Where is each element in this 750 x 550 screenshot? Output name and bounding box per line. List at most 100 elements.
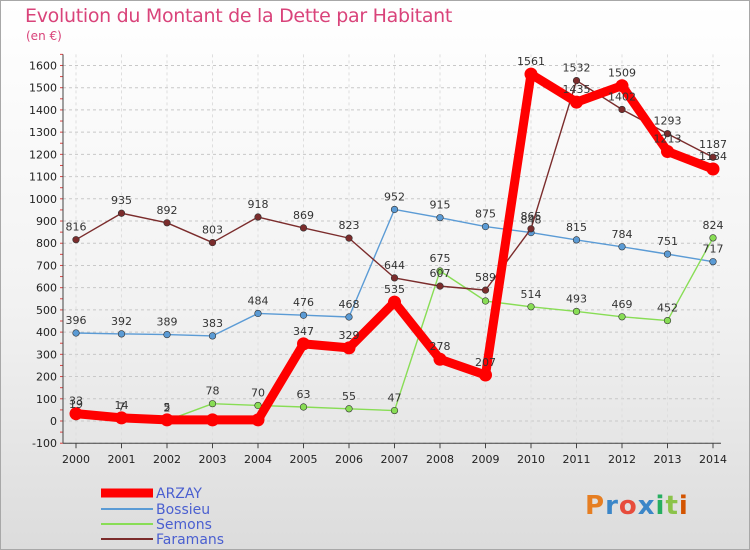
x-tick-label: 2002 bbox=[153, 453, 181, 466]
data-point bbox=[572, 236, 581, 244]
data-point bbox=[208, 238, 217, 247]
data-label: 47 bbox=[388, 392, 402, 405]
y-tick-label: 1500 bbox=[29, 82, 57, 95]
data-label: 824 bbox=[703, 219, 724, 232]
data-point bbox=[618, 313, 626, 321]
data-point bbox=[388, 295, 401, 309]
data-label: 803 bbox=[202, 224, 223, 237]
data-point bbox=[163, 330, 171, 339]
y-tick-label: 900 bbox=[36, 215, 57, 228]
legend-label-semons: Semons bbox=[156, 517, 212, 533]
x-tick-label: 2006 bbox=[335, 453, 363, 466]
data-point bbox=[390, 406, 399, 415]
data-label: 33 bbox=[69, 395, 83, 408]
logo-letter: x bbox=[637, 491, 656, 521]
x-tick-label: 2004 bbox=[244, 453, 272, 466]
data-label: 589 bbox=[475, 271, 496, 284]
logo-letter: o bbox=[618, 491, 638, 521]
legend-label-faramans: Faramans bbox=[156, 532, 224, 548]
data-point bbox=[390, 205, 399, 214]
data-label: 535 bbox=[384, 283, 405, 296]
data-point bbox=[661, 144, 674, 158]
data-label: 675 bbox=[430, 252, 451, 265]
data-point bbox=[117, 209, 126, 217]
data-label: 1134 bbox=[699, 150, 727, 163]
data-label: 493 bbox=[566, 292, 587, 305]
data-label: 63 bbox=[297, 388, 311, 401]
data-label: 1532 bbox=[563, 62, 591, 75]
data-label: 476 bbox=[293, 296, 314, 309]
data-point bbox=[524, 67, 538, 81]
y-tick-label: -100 bbox=[32, 437, 57, 450]
data-label: 1509 bbox=[608, 67, 636, 80]
x-tick-label: 2013 bbox=[654, 453, 682, 466]
data-point bbox=[618, 105, 626, 114]
data-label: 468 bbox=[339, 298, 360, 311]
data-label: 329 bbox=[339, 329, 360, 342]
data-point bbox=[299, 224, 308, 232]
data-point bbox=[208, 400, 217, 408]
data-label: 869 bbox=[293, 209, 314, 222]
data-label: 935 bbox=[111, 194, 132, 207]
data-label: 5 bbox=[164, 401, 171, 414]
data-point bbox=[709, 258, 717, 266]
data-label: 14 bbox=[115, 399, 129, 412]
y-tick-label: 1300 bbox=[29, 126, 57, 139]
data-label: 1213 bbox=[654, 132, 682, 145]
x-tick-label: 2003 bbox=[199, 453, 227, 466]
y-tick-label: 400 bbox=[36, 326, 57, 339]
data-label: 383 bbox=[202, 317, 223, 330]
data-point bbox=[72, 329, 80, 337]
data-label: 1187 bbox=[699, 138, 727, 151]
data-point bbox=[436, 282, 444, 290]
data-label: 1435 bbox=[563, 83, 591, 96]
x-tick-label: 2014 bbox=[699, 453, 727, 466]
data-label: 55 bbox=[342, 390, 356, 403]
x-tick-label: 2012 bbox=[608, 453, 636, 466]
data-point bbox=[572, 76, 581, 85]
chart-subtitle: (en €) bbox=[26, 29, 62, 43]
data-point bbox=[345, 234, 353, 242]
data-point bbox=[481, 222, 490, 231]
y-tick-label: 800 bbox=[36, 237, 57, 250]
data-point bbox=[663, 316, 672, 325]
data-point bbox=[297, 337, 310, 351]
data-label: 892 bbox=[157, 204, 178, 217]
y-tick-label: 1600 bbox=[29, 59, 57, 72]
data-point bbox=[706, 162, 720, 176]
data-label: 389 bbox=[157, 316, 178, 329]
data-label: 823 bbox=[339, 219, 360, 232]
data-label: 915 bbox=[430, 199, 451, 212]
data-point bbox=[527, 303, 535, 311]
legend-label-bossieu: Bossieu bbox=[156, 502, 210, 518]
data-point bbox=[206, 413, 219, 427]
data-point bbox=[254, 309, 262, 318]
data-point bbox=[345, 313, 353, 321]
data-label: 644 bbox=[384, 259, 405, 272]
data-label: 816 bbox=[66, 221, 87, 234]
data-point bbox=[69, 407, 83, 421]
data-point bbox=[527, 225, 535, 233]
data-label: 7 bbox=[118, 400, 125, 413]
data-point bbox=[117, 330, 126, 338]
y-tick-label: 1000 bbox=[29, 193, 57, 206]
data-point bbox=[345, 405, 353, 413]
data-point bbox=[709, 234, 717, 242]
data-label: 1293 bbox=[654, 115, 682, 128]
data-point bbox=[436, 214, 444, 222]
y-tick-label: 600 bbox=[36, 282, 57, 295]
data-label: 1402 bbox=[608, 90, 636, 103]
y-tick-label: 1200 bbox=[29, 148, 57, 161]
data-point bbox=[72, 236, 80, 244]
x-tick-label: 2010 bbox=[517, 453, 545, 466]
data-point bbox=[481, 297, 490, 305]
data-label: 751 bbox=[657, 235, 678, 248]
data-label: 848 bbox=[521, 214, 542, 227]
data-point bbox=[615, 79, 629, 93]
data-label: 70 bbox=[251, 386, 265, 399]
data-point bbox=[572, 307, 581, 316]
data-label: 278 bbox=[430, 340, 451, 353]
data-point bbox=[254, 401, 262, 410]
data-label: 469 bbox=[612, 298, 633, 311]
